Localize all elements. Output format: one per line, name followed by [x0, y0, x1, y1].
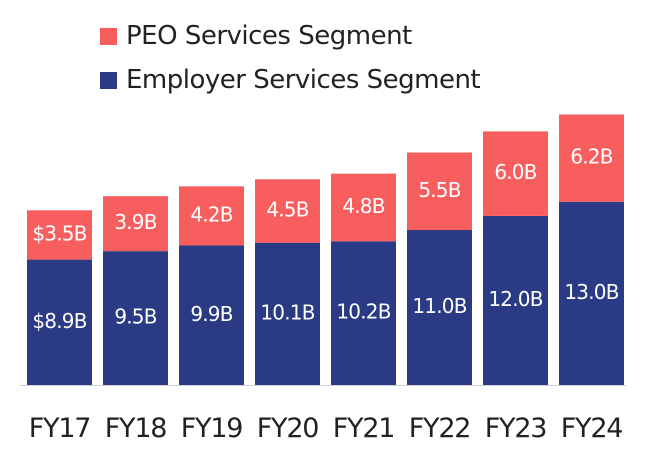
bar-employer-fy24 — [559, 201, 624, 385]
data-label-peo-fy22: 5.5B — [418, 178, 460, 202]
data-label-employer-fy24: 13.0B — [564, 280, 618, 304]
data-label-employer-fy19: 9.9B — [190, 302, 232, 326]
bar-employer-fy22 — [407, 230, 472, 385]
x-tick-label-fy24: FY24 — [561, 413, 623, 444]
data-label-employer-fy23: 12.0B — [488, 287, 542, 311]
legend-swatch-peo — [100, 27, 117, 45]
x-tick-label-fy18: FY18 — [105, 413, 167, 444]
data-label-peo-fy24: 6.2B — [570, 145, 612, 169]
bar-peo-fy23 — [483, 131, 548, 216]
data-label-employer-fy20: 10.1B — [260, 300, 314, 324]
data-label-peo-fy20: 4.5B — [266, 197, 308, 221]
data-label-employer-fy21: 10.2B — [336, 300, 390, 324]
bar-peo-fy21 — [331, 173, 396, 242]
bar-employer-fy18 — [103, 251, 168, 385]
legend-item-peo: PEO Services Segment — [100, 14, 480, 58]
legend-swatch-employer — [100, 71, 117, 89]
x-tick-label-fy17: FY17 — [29, 413, 91, 444]
legend-label-peo: PEO Services Segment — [126, 21, 412, 51]
legend-label-employer: Employer Services Segment — [126, 65, 481, 95]
bar-peo-fy18 — [103, 196, 168, 252]
bar-employer-fy17 — [27, 259, 92, 385]
legend: PEO Services Segment Employer Services S… — [100, 14, 481, 102]
data-label-employer-fy17: $8.9B — [32, 309, 86, 333]
x-tick-label-fy22: FY22 — [409, 413, 471, 444]
bar-employer-fy21 — [331, 241, 396, 385]
data-label-employer-fy18: 9.5B — [114, 305, 156, 329]
data-label-peo-fy18: 3.9B — [114, 210, 156, 234]
bar-peo-fy17 — [27, 210, 92, 260]
data-label-peo-fy17: $3.5B — [32, 221, 86, 245]
data-label-employer-fy22: 11.0B — [412, 294, 466, 318]
x-tick-label-fy20: FY20 — [257, 413, 319, 444]
bar-employer-fy23 — [483, 215, 548, 385]
bar-peo-fy19 — [179, 186, 244, 246]
x-tick-label-fy19: FY19 — [181, 413, 243, 444]
bar-peo-fy24 — [559, 114, 624, 202]
data-label-peo-fy21: 4.8B — [342, 194, 384, 218]
bar-peo-fy20 — [255, 179, 320, 243]
bar-employer-fy19 — [179, 245, 244, 385]
x-tick-label-fy23: FY23 — [485, 413, 547, 444]
x-tick-label-fy21: FY21 — [333, 413, 395, 444]
data-label-peo-fy23: 6.0B — [494, 160, 536, 184]
bar-employer-fy20 — [255, 242, 320, 385]
legend-item-employer: Employer Services Segment — [100, 58, 481, 102]
data-label-peo-fy19: 4.2B — [190, 202, 232, 226]
bar-peo-fy22 — [407, 152, 472, 231]
